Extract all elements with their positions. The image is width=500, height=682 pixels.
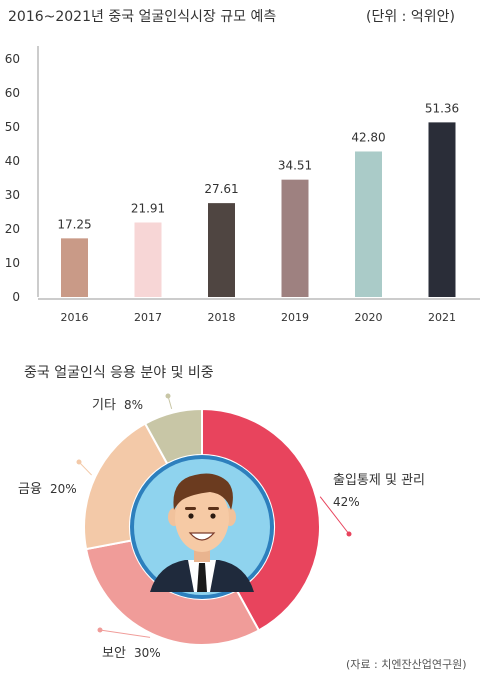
x-tick-label: 2018 — [208, 311, 236, 324]
bar-value-label: 27.61 — [204, 182, 238, 196]
bar-2018 — [208, 203, 235, 297]
y-tick-label: 50 — [5, 120, 20, 134]
bar-value-label: 42.80 — [351, 130, 385, 144]
bar-2017 — [134, 222, 162, 297]
y-tick-label: 20 — [5, 222, 20, 236]
source-note: (자료 : 치엔잔산업연구원) — [346, 658, 467, 671]
x-tick-label: 2016 — [61, 311, 89, 324]
y-tick-label: 0 — [12, 290, 20, 304]
bar-2019 — [281, 179, 309, 297]
slice-label: 출입통제 및 관리 — [333, 473, 425, 488]
x-tick-label: 2017 — [134, 311, 162, 324]
pie-title: 중국 얼굴인식 응용 분야 및 비중 — [24, 365, 214, 381]
y-tick-label: 60 — [5, 86, 20, 100]
y-tick-label: 60 — [5, 52, 20, 66]
x-tick-label: 2019 — [281, 311, 309, 324]
person-illustration — [150, 473, 254, 592]
leader-line — [78, 461, 92, 476]
slice-label: 기타 — [92, 398, 116, 413]
slice-label: 보안 — [102, 646, 126, 661]
bar-chart: 0 10 20 30 40 50 60 60 17.25 2016 21.91 2017 27.61 20… — [5, 46, 480, 324]
leader-dot — [165, 393, 171, 399]
bar-value-label: 21.91 — [131, 202, 165, 216]
y-tick-label: 40 — [5, 154, 20, 168]
x-tick-label: 2021 — [428, 311, 456, 324]
leader-line — [99, 629, 151, 638]
leader-dot — [76, 459, 82, 465]
chart-title: 2016~2021년 중국 얼굴인식시장 규모 예측 — [8, 9, 277, 25]
leader-line — [319, 496, 350, 535]
bar-value-label: 17.25 — [57, 217, 91, 231]
bar-value-label: 34.51 — [278, 159, 312, 173]
bar-2016 — [61, 238, 88, 297]
slice-percent: 30% — [134, 646, 161, 660]
y-tick-label: 30 — [5, 188, 20, 202]
y-tick-label: 10 — [5, 256, 20, 270]
slice-label: 금융 — [18, 482, 42, 497]
bar-2020 — [355, 151, 382, 297]
slice-percent: 8% — [124, 398, 143, 412]
bar-2021 — [428, 122, 456, 297]
x-tick-label: 2020 — [355, 311, 383, 324]
leader-dot — [346, 531, 352, 537]
leader-dot — [97, 627, 103, 633]
slice-percent: 42% — [333, 495, 360, 509]
bar-value-label: 51.36 — [425, 101, 459, 115]
unit-label: (단위 : 억위안) — [366, 9, 455, 25]
slice-percent: 20% — [50, 482, 77, 496]
